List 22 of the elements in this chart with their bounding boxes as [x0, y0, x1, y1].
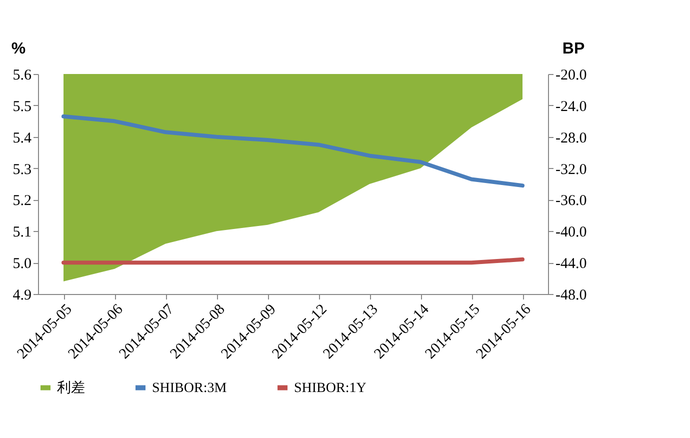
y-tick-label: 5.2 [12, 193, 32, 210]
y2-tick-label: -24.0 [556, 98, 587, 115]
legend-label: 利差 [57, 380, 85, 396]
y2-tick-label: -44.0 [556, 256, 587, 272]
y2-tick-label: -32.0 [556, 162, 587, 178]
y2-tick-label: -36.0 [556, 193, 587, 210]
y2-tick-label: -48.0 [556, 288, 587, 304]
y-tick-label: 5.0 [12, 256, 32, 272]
y2-tick-label: -28.0 [556, 130, 587, 146]
legend-label: SHIBOR:3M [152, 380, 228, 396]
y-tick-label: 5.1 [12, 224, 32, 241]
y2-tick-label: -20.0 [556, 68, 587, 84]
y-tick-label: 5.3 [12, 162, 32, 178]
y-tick-label: 5.6 [12, 68, 32, 84]
y-tick-label: 4.9 [12, 288, 32, 304]
y-axis-title: % [11, 40, 26, 58]
y2-tick-label: -40.0 [556, 224, 587, 241]
y2-axis-title: BP [562, 40, 585, 58]
line-series [62, 114, 524, 188]
legend-label: SHIBOR:1Y [294, 380, 366, 396]
y-tick-label: 5.4 [12, 130, 32, 146]
y-tick-label: 5.5 [12, 98, 32, 115]
